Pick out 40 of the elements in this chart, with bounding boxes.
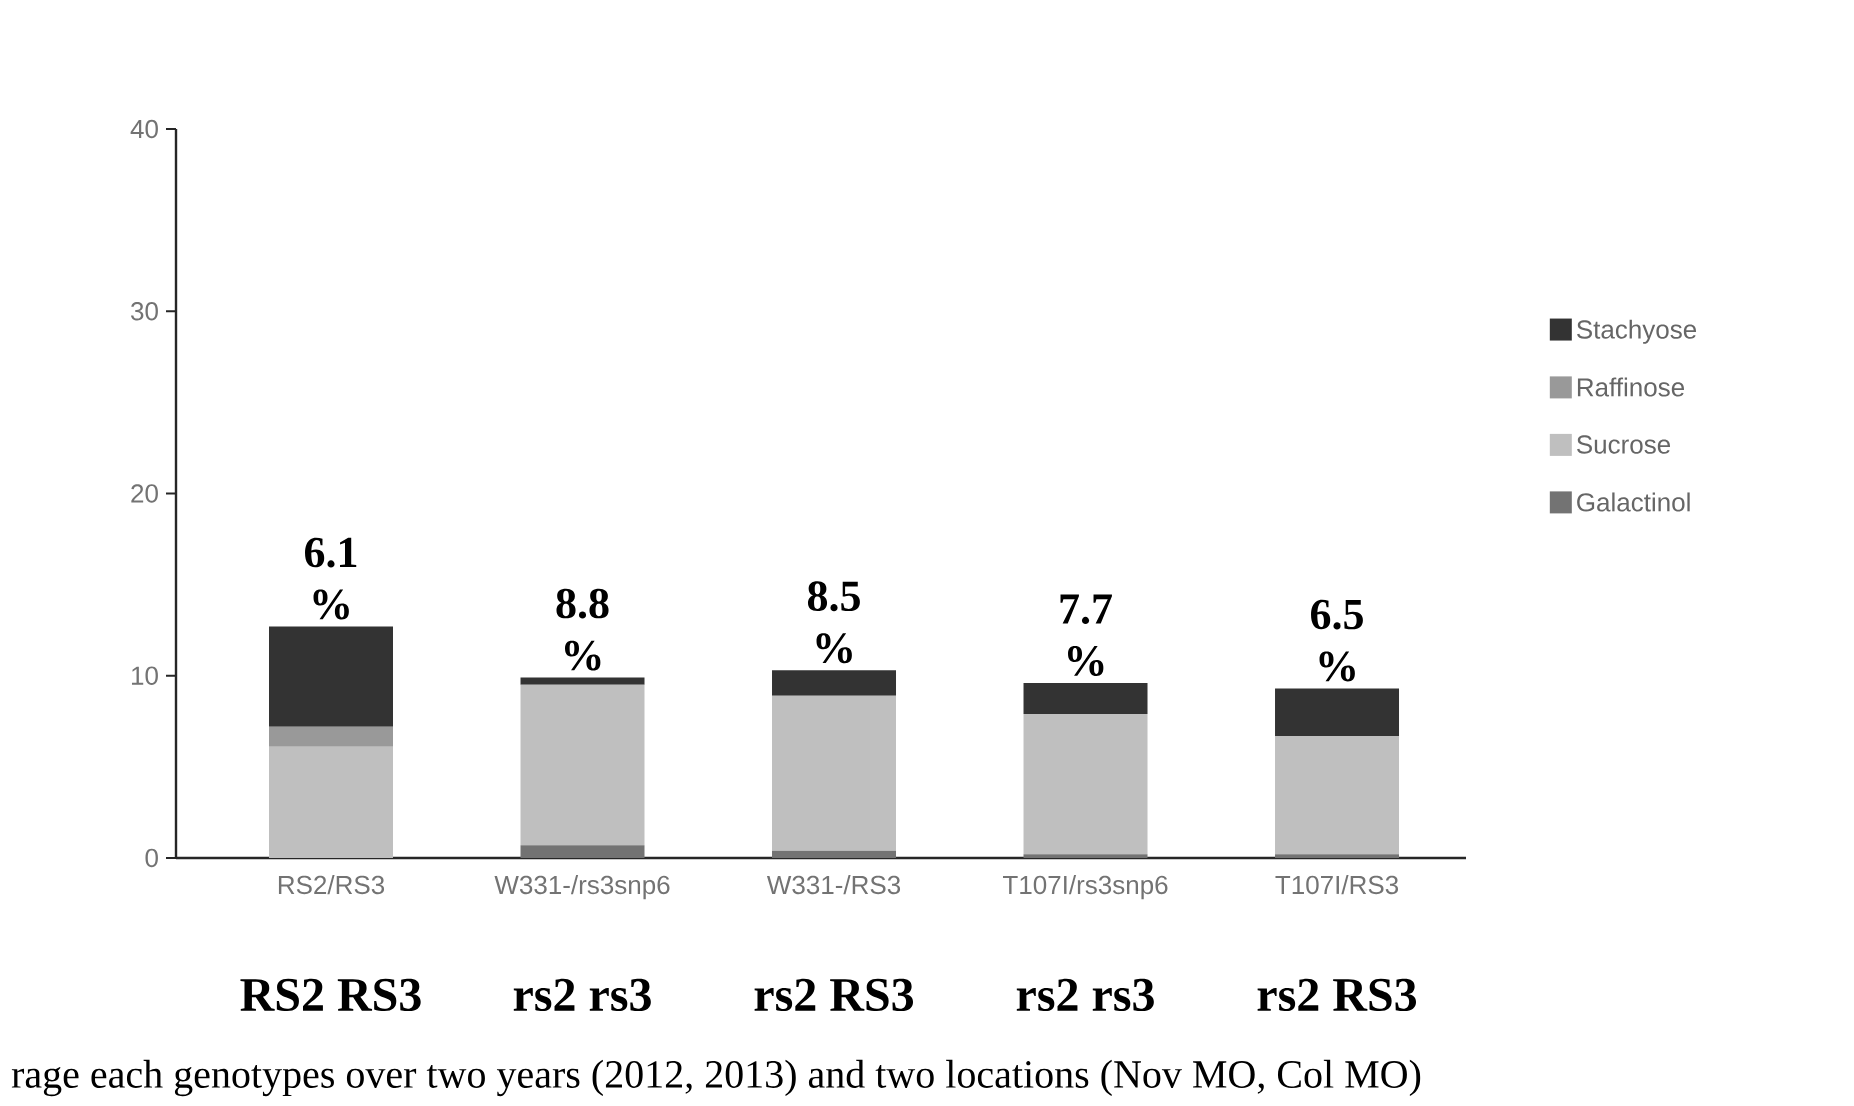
annotation: 7.7 % (1060, 594, 1112, 676)
bar (1275, 688, 1400, 736)
y-tick-label: 20 (131, 484, 158, 503)
y-tick-label: 30 (131, 302, 158, 321)
bar (520, 845, 645, 858)
bar (1275, 735, 1400, 855)
bar (1275, 854, 1400, 858)
text: rs2 rs3 (1016, 978, 1154, 1012)
y-tick-label: 40 (130, 119, 158, 139)
bar (772, 850, 897, 858)
text: rage each genotypes over two years (2012, 2013) and two locations (Nov MO, Col MO) (11, 1059, 1421, 1097)
bar (1023, 683, 1148, 715)
bar (520, 684, 645, 846)
annotation: 6.1 % (305, 537, 357, 620)
x-tick-label: RS2/RS3 (278, 875, 385, 895)
x-tick-label: W331-/rs3snp6 (494, 875, 670, 900)
bar (520, 677, 645, 685)
annotation: 8.5 % (807, 581, 860, 664)
annotation: 8.8 % (556, 588, 609, 671)
bar (269, 726, 393, 747)
bar (1023, 714, 1148, 855)
bar (772, 670, 897, 696)
x-tick-label: T107I/rs3snp6 (1003, 875, 1168, 900)
text: rs2 RS3 (1257, 978, 1417, 1012)
bar (1023, 854, 1148, 858)
legend-label: Sucrose (1577, 435, 1671, 454)
text: rs2 RS3 (754, 978, 914, 1012)
x-tick-label: T107I/RS3 (1275, 875, 1399, 895)
bar (269, 626, 393, 727)
legend-label: Raffinose (1577, 377, 1685, 397)
text: RS2 RS3 (240, 978, 421, 1012)
legend-label: Stachyose (1577, 319, 1697, 344)
bar (772, 695, 897, 851)
x-tick-label: W331-/RS3 (766, 875, 901, 895)
bar (269, 746, 393, 858)
annotation: 6.5 % (1311, 599, 1363, 682)
legend-label: Galactinol (1577, 492, 1690, 512)
y-tick-label: 10 (131, 666, 158, 685)
text: rs2 rs3 (513, 978, 651, 1012)
y-tick-label: 0 (145, 848, 158, 868)
